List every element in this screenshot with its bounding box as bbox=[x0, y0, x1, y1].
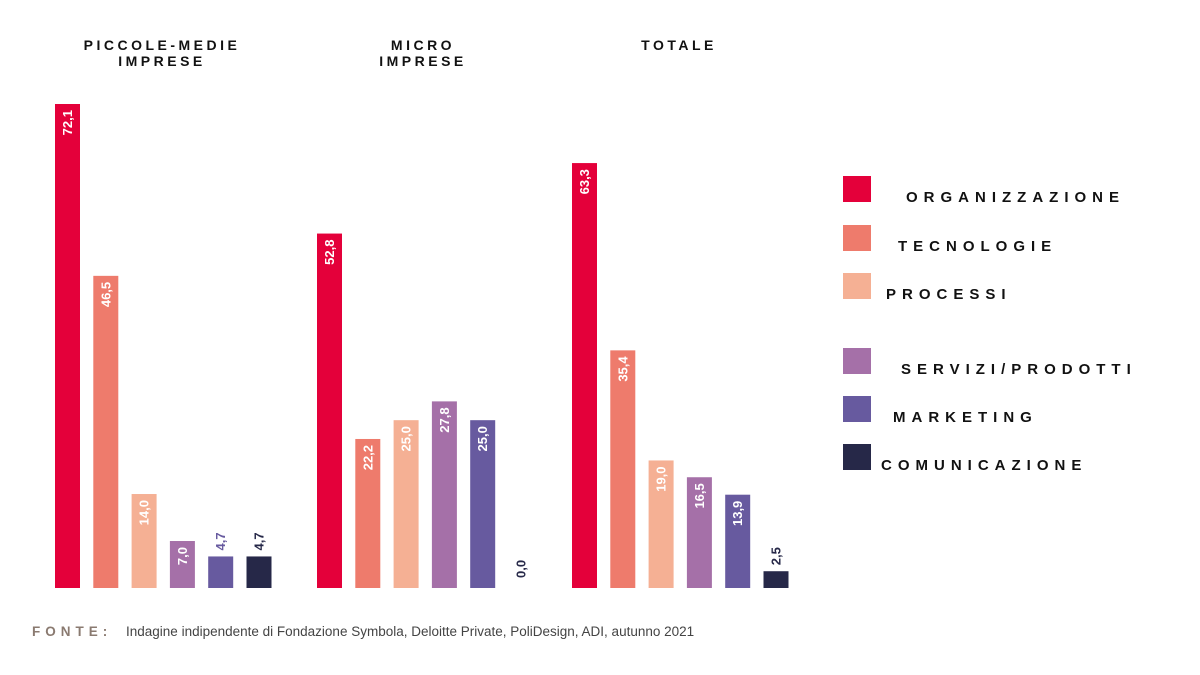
bar bbox=[610, 350, 636, 588]
legend-swatch bbox=[843, 273, 871, 299]
legend-label: PROCESSI bbox=[886, 286, 1012, 303]
bar bbox=[355, 438, 381, 588]
bar-value-label: 19,0 bbox=[654, 466, 669, 491]
legend-swatch bbox=[843, 348, 871, 374]
bar bbox=[393, 420, 419, 588]
group-title: TOTALE bbox=[641, 37, 717, 53]
bar-value-label: 14,0 bbox=[137, 500, 152, 525]
group-title: PICCOLE-MEDIE IMPRESE bbox=[84, 37, 241, 69]
bar-value-label: 2,5 bbox=[769, 547, 784, 565]
bar bbox=[131, 494, 157, 588]
bar-value-label: 4,7 bbox=[252, 532, 267, 550]
bar bbox=[763, 571, 789, 588]
bar-value-label: 25,0 bbox=[475, 426, 490, 451]
bar-value-label: 0,0 bbox=[514, 560, 529, 578]
bar bbox=[470, 420, 496, 588]
bar-value-label: 7,0 bbox=[175, 547, 190, 565]
bar bbox=[93, 275, 119, 588]
bar bbox=[169, 541, 195, 588]
legend-label: MARKETING bbox=[893, 409, 1038, 426]
bar bbox=[208, 556, 234, 588]
bar-value-label: 4,7 bbox=[213, 532, 228, 550]
bar bbox=[246, 556, 272, 588]
legend-swatch bbox=[843, 396, 871, 422]
bar-value-label: 27,8 bbox=[437, 407, 452, 432]
legend-swatch bbox=[843, 225, 871, 251]
bar-value-label: 35,4 bbox=[615, 356, 630, 382]
bar-value-label: 46,5 bbox=[98, 282, 113, 307]
bar-value-label: 25,0 bbox=[399, 426, 414, 451]
bar-value-label: 13,9 bbox=[730, 501, 745, 526]
bar bbox=[55, 104, 80, 588]
legend-swatch bbox=[843, 176, 871, 202]
legend-label: ORGANIZZAZIONE bbox=[906, 189, 1125, 206]
bar-value-label: 16,5 bbox=[692, 483, 707, 508]
bar bbox=[648, 460, 674, 588]
bar-value-label: 22,2 bbox=[360, 445, 375, 470]
bar-value-label: 52,8 bbox=[322, 240, 337, 265]
bar bbox=[725, 494, 751, 588]
legend-swatch bbox=[843, 444, 871, 470]
bar bbox=[686, 477, 712, 588]
source-label: FONTE: bbox=[32, 624, 113, 639]
source-text: Indagine indipendente di Fondazione Symb… bbox=[126, 624, 695, 639]
source-note: FONTE: Indagine indipendente di Fondazio… bbox=[32, 624, 694, 639]
legend-label: TECNOLOGIE bbox=[898, 238, 1057, 255]
legend-label: SERVIZI/PRODOTTI bbox=[901, 361, 1137, 378]
bar-value-label: 63,3 bbox=[577, 169, 592, 194]
group-title: MICRO IMPRESE bbox=[379, 37, 467, 69]
bar bbox=[572, 163, 597, 589]
bar-value-label: 72,1 bbox=[60, 110, 75, 135]
legend-label: COMUNICAZIONE bbox=[881, 457, 1087, 474]
bar bbox=[317, 233, 342, 588]
bar bbox=[431, 401, 457, 588]
